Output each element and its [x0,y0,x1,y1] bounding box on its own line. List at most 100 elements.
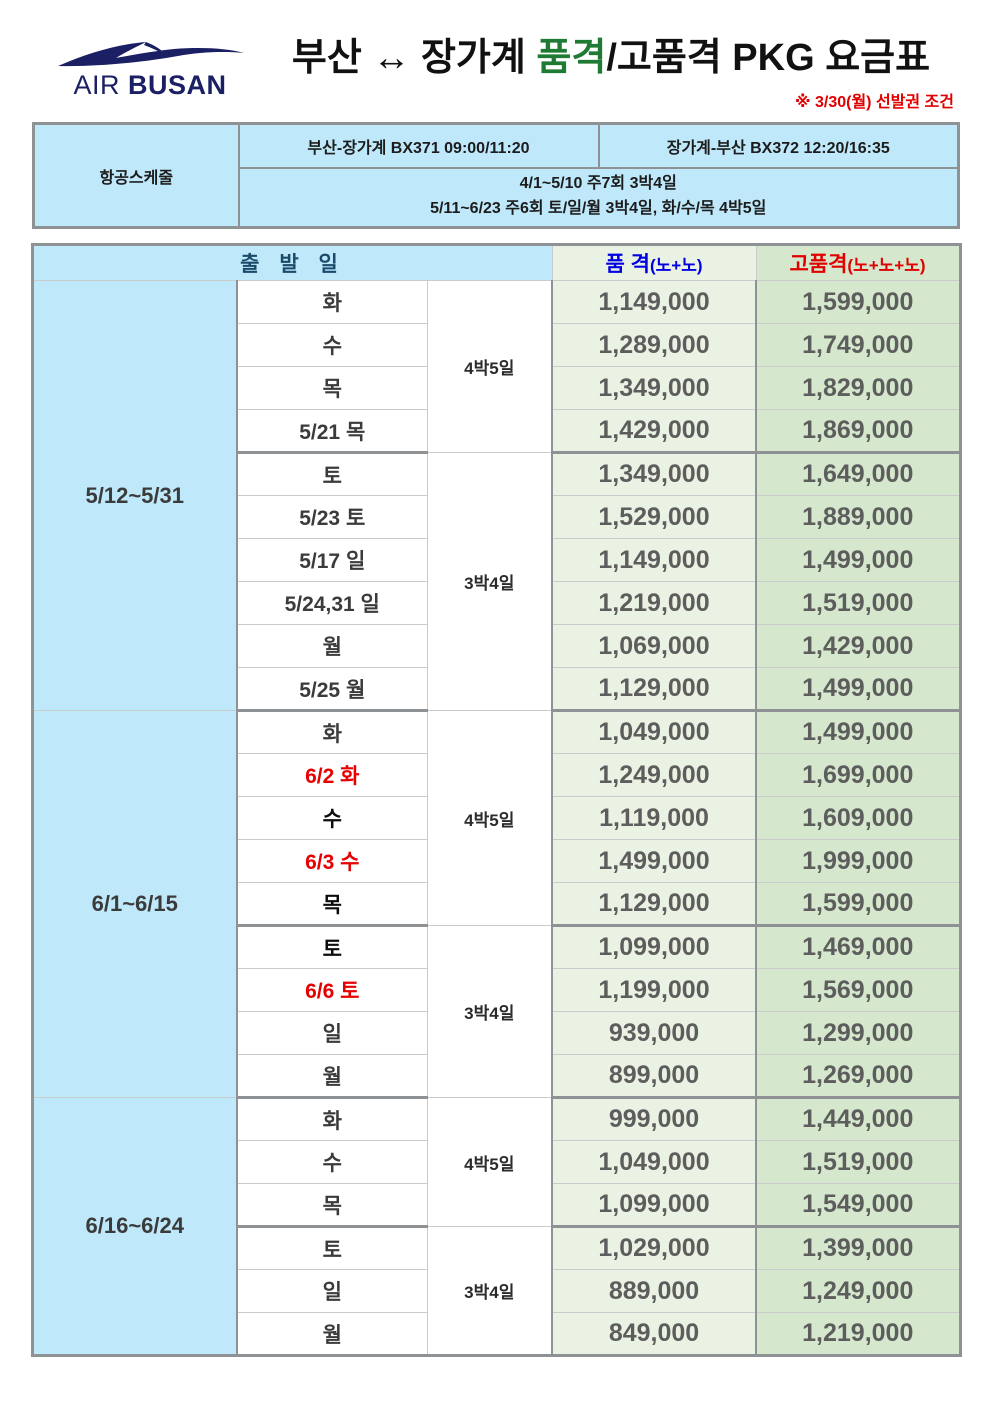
standard-price-cell: 1,249,000 [551,753,757,797]
schedule-label: 항공스케줄 [32,122,240,229]
standard-price-cell: 1,149,000 [551,538,757,582]
premium-price-cell: 1,299,000 [755,1011,961,1055]
standard-price-cell: 1,099,000 [551,1183,757,1228]
title-highlight: 품격 [536,37,607,79]
price-table-header: 출 발 일 품 격(노+노) 고품격(노+노+노) [31,244,961,281]
page-header: AIR BUSAN 부산 ↔ 장가계 품격/고품격 PKG 요금표 ※ 3/30… [0,0,992,118]
standard-price-cell: 1,349,000 [551,452,757,496]
departure-day-cell: 5/24,31 일 [236,581,428,625]
premium-price-cell: 1,449,000 [755,1097,961,1141]
premium-price-cell: 1,429,000 [755,624,961,668]
departure-day-cell: 토 [236,1226,428,1270]
logo-wordmark: AIR BUSAN [45,70,255,101]
price-row: 토 3박4일 1,029,000 1,399,000 [32,1226,961,1356]
bird-swoosh-icon [58,42,244,67]
premium-price-cell: 1,469,000 [755,925,961,969]
period-cell: 6/1~6/15 [30,710,238,1098]
premium-price-cell: 1,609,000 [755,796,961,840]
schedule-note: 4/1~5/10 주7회 3박4일 5/11~6/23 주6회 토/일/월 3박… [237,166,960,229]
standard-price-cell: 889,000 [551,1269,757,1313]
price-row: 목 1,099,000 1,549,000 [32,1183,961,1228]
premium-price-cell: 1,499,000 [755,710,961,754]
logo-busan-text: BUSAN [128,70,227,100]
premium-price-cell: 1,549,000 [755,1183,961,1228]
duration-cell: 3박4일 [426,925,553,1098]
page-title: 부산 ↔ 장가계 품격/고품격 PKG 요금표 [250,37,972,80]
standard-price-cell: 1,349,000 [551,366,757,410]
price-row: 수 1,119,000 1,609,000 [32,796,961,840]
price-row: 6/1~6/15 화 4박5일 1,049,000 1,499,000 [30,710,961,1098]
period-cell: 5/12~5/31 [30,280,238,711]
premium-price-cell: 1,499,000 [755,667,961,712]
price-row: 5/12~5/31 화 4박5일 1,149,000 1,599,000 [30,280,961,711]
premium-price-cell: 1,399,000 [755,1226,961,1270]
premium-price-cell: 1,249,000 [755,1269,961,1313]
price-row: 목 1,349,000 1,829,000 [32,366,961,410]
schedule-note-line-1: 4/1~5/10 주7회 3박4일 [519,175,677,193]
price-row: 토 3박4일 1,099,000 1,469,000 [32,925,961,1098]
air-busan-logo: AIR BUSAN [45,36,255,108]
departure-day-cell: 월 [236,624,428,668]
departure-day-cell: 화 [236,280,428,324]
standard-price-cell: 1,499,000 [551,839,757,883]
standard-price-cell: 1,289,000 [551,323,757,367]
schedule-inbound: 장가계-부산 BX372 12:20/16:35 [597,122,960,169]
departure-day-cell: 일 [236,1011,428,1055]
price-row: 6/3 수 1,499,000 1,999,000 [32,839,961,883]
period-cell: 6/16~6/24 [30,1097,238,1356]
premium-price-cell: 1,569,000 [755,968,961,1012]
header-premium-price: 고품격(노+노+노) [755,244,961,281]
price-row: 6/16~6/24 화 4박5일 999,000 1,449,000 [30,1097,961,1356]
premium-price-cell: 1,889,000 [755,495,961,539]
standard-price-cell: 1,119,000 [551,796,757,840]
schedule-note-line-2: 5/11~6/23 주6회 토/일/월 3박4일, 화/수/목 4박5일 [430,200,767,218]
standard-price-cell: 1,219,000 [551,581,757,625]
standard-price-cell: 1,049,000 [551,1140,757,1184]
standard-price-cell: 999,000 [551,1097,757,1141]
departure-day-cell: 수 [236,1140,428,1184]
premium-price-cell: 1,219,000 [755,1312,961,1357]
price-row: 월 849,000 1,219,000 [32,1312,961,1357]
header-standard-price: 품 격(노+노) [551,244,757,281]
pkg-price-table: 출 발 일 품 격(노+노) 고품격(노+노+노) 5/12~5/31 화 4박5일… [30,243,962,1357]
duration-cell: 4박5일 [426,1097,553,1227]
price-row: 6/6 토 1,199,000 1,569,000 [32,968,961,1012]
price-row: 수 1,049,000 1,519,000 [32,1140,961,1184]
premium-price-cell: 1,269,000 [755,1054,961,1099]
departure-day-cell: 5/21 목 [236,409,428,454]
standard-price-cell: 1,069,000 [551,624,757,668]
logo-air-text: AIR [73,70,120,100]
departure-day-cell: 목 [236,882,428,927]
header-premium-sub: (노+노+노) [847,256,926,275]
premium-price-cell: 1,649,000 [755,452,961,496]
schedule-row-flights: 항공스케줄 부산-장가계 BX371 09:00/11:20 장가계-부산 BX… [32,122,960,229]
standard-price-cell: 1,129,000 [551,667,757,712]
premium-price-cell: 1,519,000 [755,581,961,625]
price-row: 5/21 목 1,429,000 1,869,000 [32,409,961,454]
duration-cell: 4박5일 [426,710,553,926]
premium-price-cell: 1,519,000 [755,1140,961,1184]
price-row: 수 1,289,000 1,749,000 [32,323,961,367]
schedule-row-note: 4/1~5/10 주7회 3박4일 5/11~6/23 주6회 토/일/월 3박… [34,166,960,229]
standard-price-cell: 899,000 [551,1054,757,1099]
standard-price-cell: 1,099,000 [551,925,757,969]
departure-day-cell: 6/6 토 [236,968,428,1012]
promo-note: ※ 3/30(월) 선발권 조건 [794,93,954,111]
departure-day-cell: 토 [236,925,428,969]
departure-day-cell: 월 [236,1312,428,1357]
departure-day-cell: 화 [236,1097,428,1141]
price-row: 목 1,129,000 1,599,000 [32,882,961,927]
standard-price-cell: 849,000 [551,1312,757,1357]
departure-day-cell: 토 [236,452,428,496]
premium-price-cell: 1,499,000 [755,538,961,582]
departure-day-cell: 수 [236,323,428,367]
premium-price-cell: 1,749,000 [755,323,961,367]
header-premium-main: 고품격 [789,253,848,276]
price-row: 5/25 월 1,129,000 1,499,000 [32,667,961,712]
title-part-2: /고품격 PKG 요금표 [606,37,931,79]
duration-cell: 4박5일 [426,280,553,453]
departure-day-cell: 목 [236,366,428,410]
price-row: 6/2 화 1,249,000 1,699,000 [32,753,961,797]
departure-day-cell: 5/25 월 [236,667,428,712]
departure-day-cell: 수 [236,796,428,840]
